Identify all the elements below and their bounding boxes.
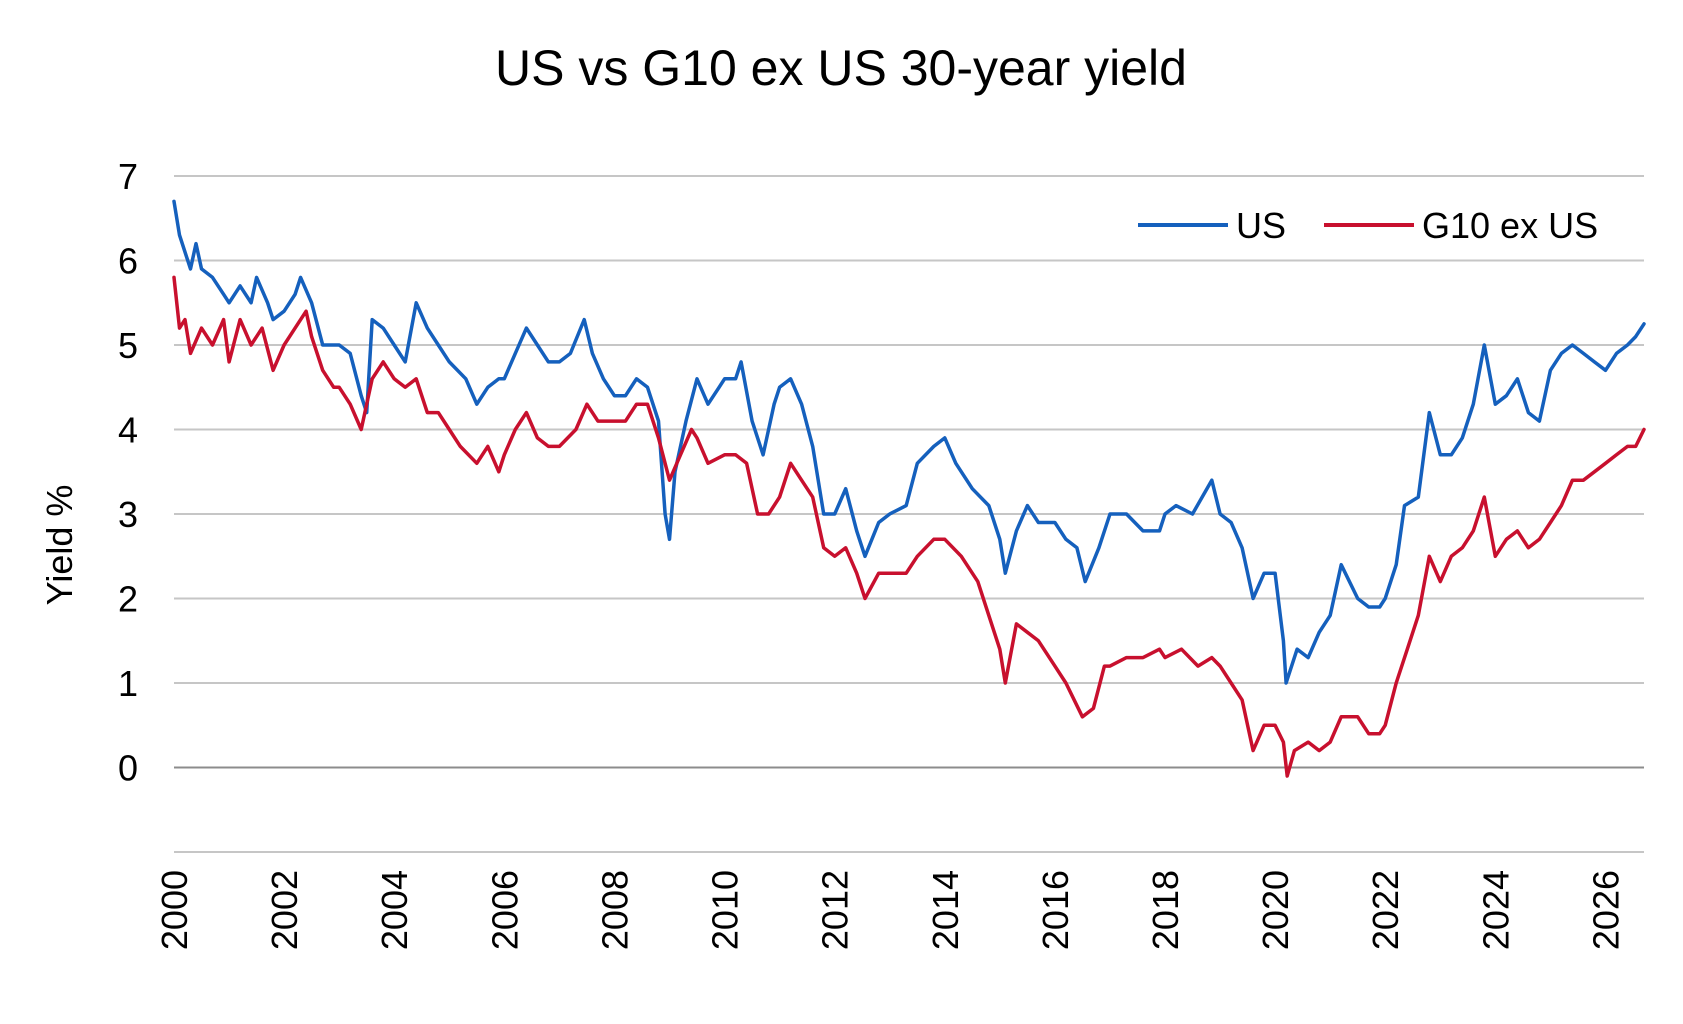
x-tick-label: 2000 xyxy=(154,870,195,950)
y-tick-label: 2 xyxy=(118,579,138,620)
legend-label-us: US xyxy=(1236,205,1286,246)
y-tick-label: 6 xyxy=(118,241,138,282)
x-tick-label: 2012 xyxy=(815,870,856,950)
x-tick-label: 2014 xyxy=(925,870,966,950)
y-tick-label: 1 xyxy=(118,663,138,704)
x-tick-label: 2016 xyxy=(1035,870,1076,950)
x-axis-ticks: 2000 2002 2004 2006 2008 2010 2012 2014 2016 2018… xyxy=(154,870,1626,950)
x-tick-label: 2008 xyxy=(594,870,635,950)
x-tick-label: 2006 xyxy=(484,870,525,950)
y-axis-ticks: 0 1 2 3 4 5 6 7 xyxy=(118,156,138,789)
chart-title: US vs G10 ex US 30-year yield xyxy=(495,40,1187,96)
y-tick-label: 0 xyxy=(118,748,138,789)
y-axis-title: Yield % xyxy=(39,485,80,606)
series-line-g10-ex-us xyxy=(172,275,1646,778)
y-tick-label: 3 xyxy=(118,494,138,535)
y-tick-label: 4 xyxy=(118,410,138,451)
gridlines xyxy=(174,175,1644,853)
series-layer xyxy=(172,199,1646,778)
x-tick-label: 2018 xyxy=(1145,870,1186,950)
x-tick-label: 2024 xyxy=(1475,870,1516,950)
x-tick-label: 2020 xyxy=(1255,870,1296,950)
series-line-us xyxy=(172,199,1646,685)
x-tick-label: 2002 xyxy=(264,870,305,950)
x-tick-label: 2010 xyxy=(705,870,746,950)
x-tick-label: 2022 xyxy=(1365,870,1406,950)
legend: US G10 ex US xyxy=(1138,205,1598,246)
x-tick-label: 2026 xyxy=(1585,870,1626,950)
y-tick-label: 5 xyxy=(118,325,138,366)
legend-label-g10-ex-us: G10 ex US xyxy=(1422,205,1598,246)
x-tick-label: 2004 xyxy=(374,870,415,950)
y-tick-label: 7 xyxy=(118,156,138,197)
